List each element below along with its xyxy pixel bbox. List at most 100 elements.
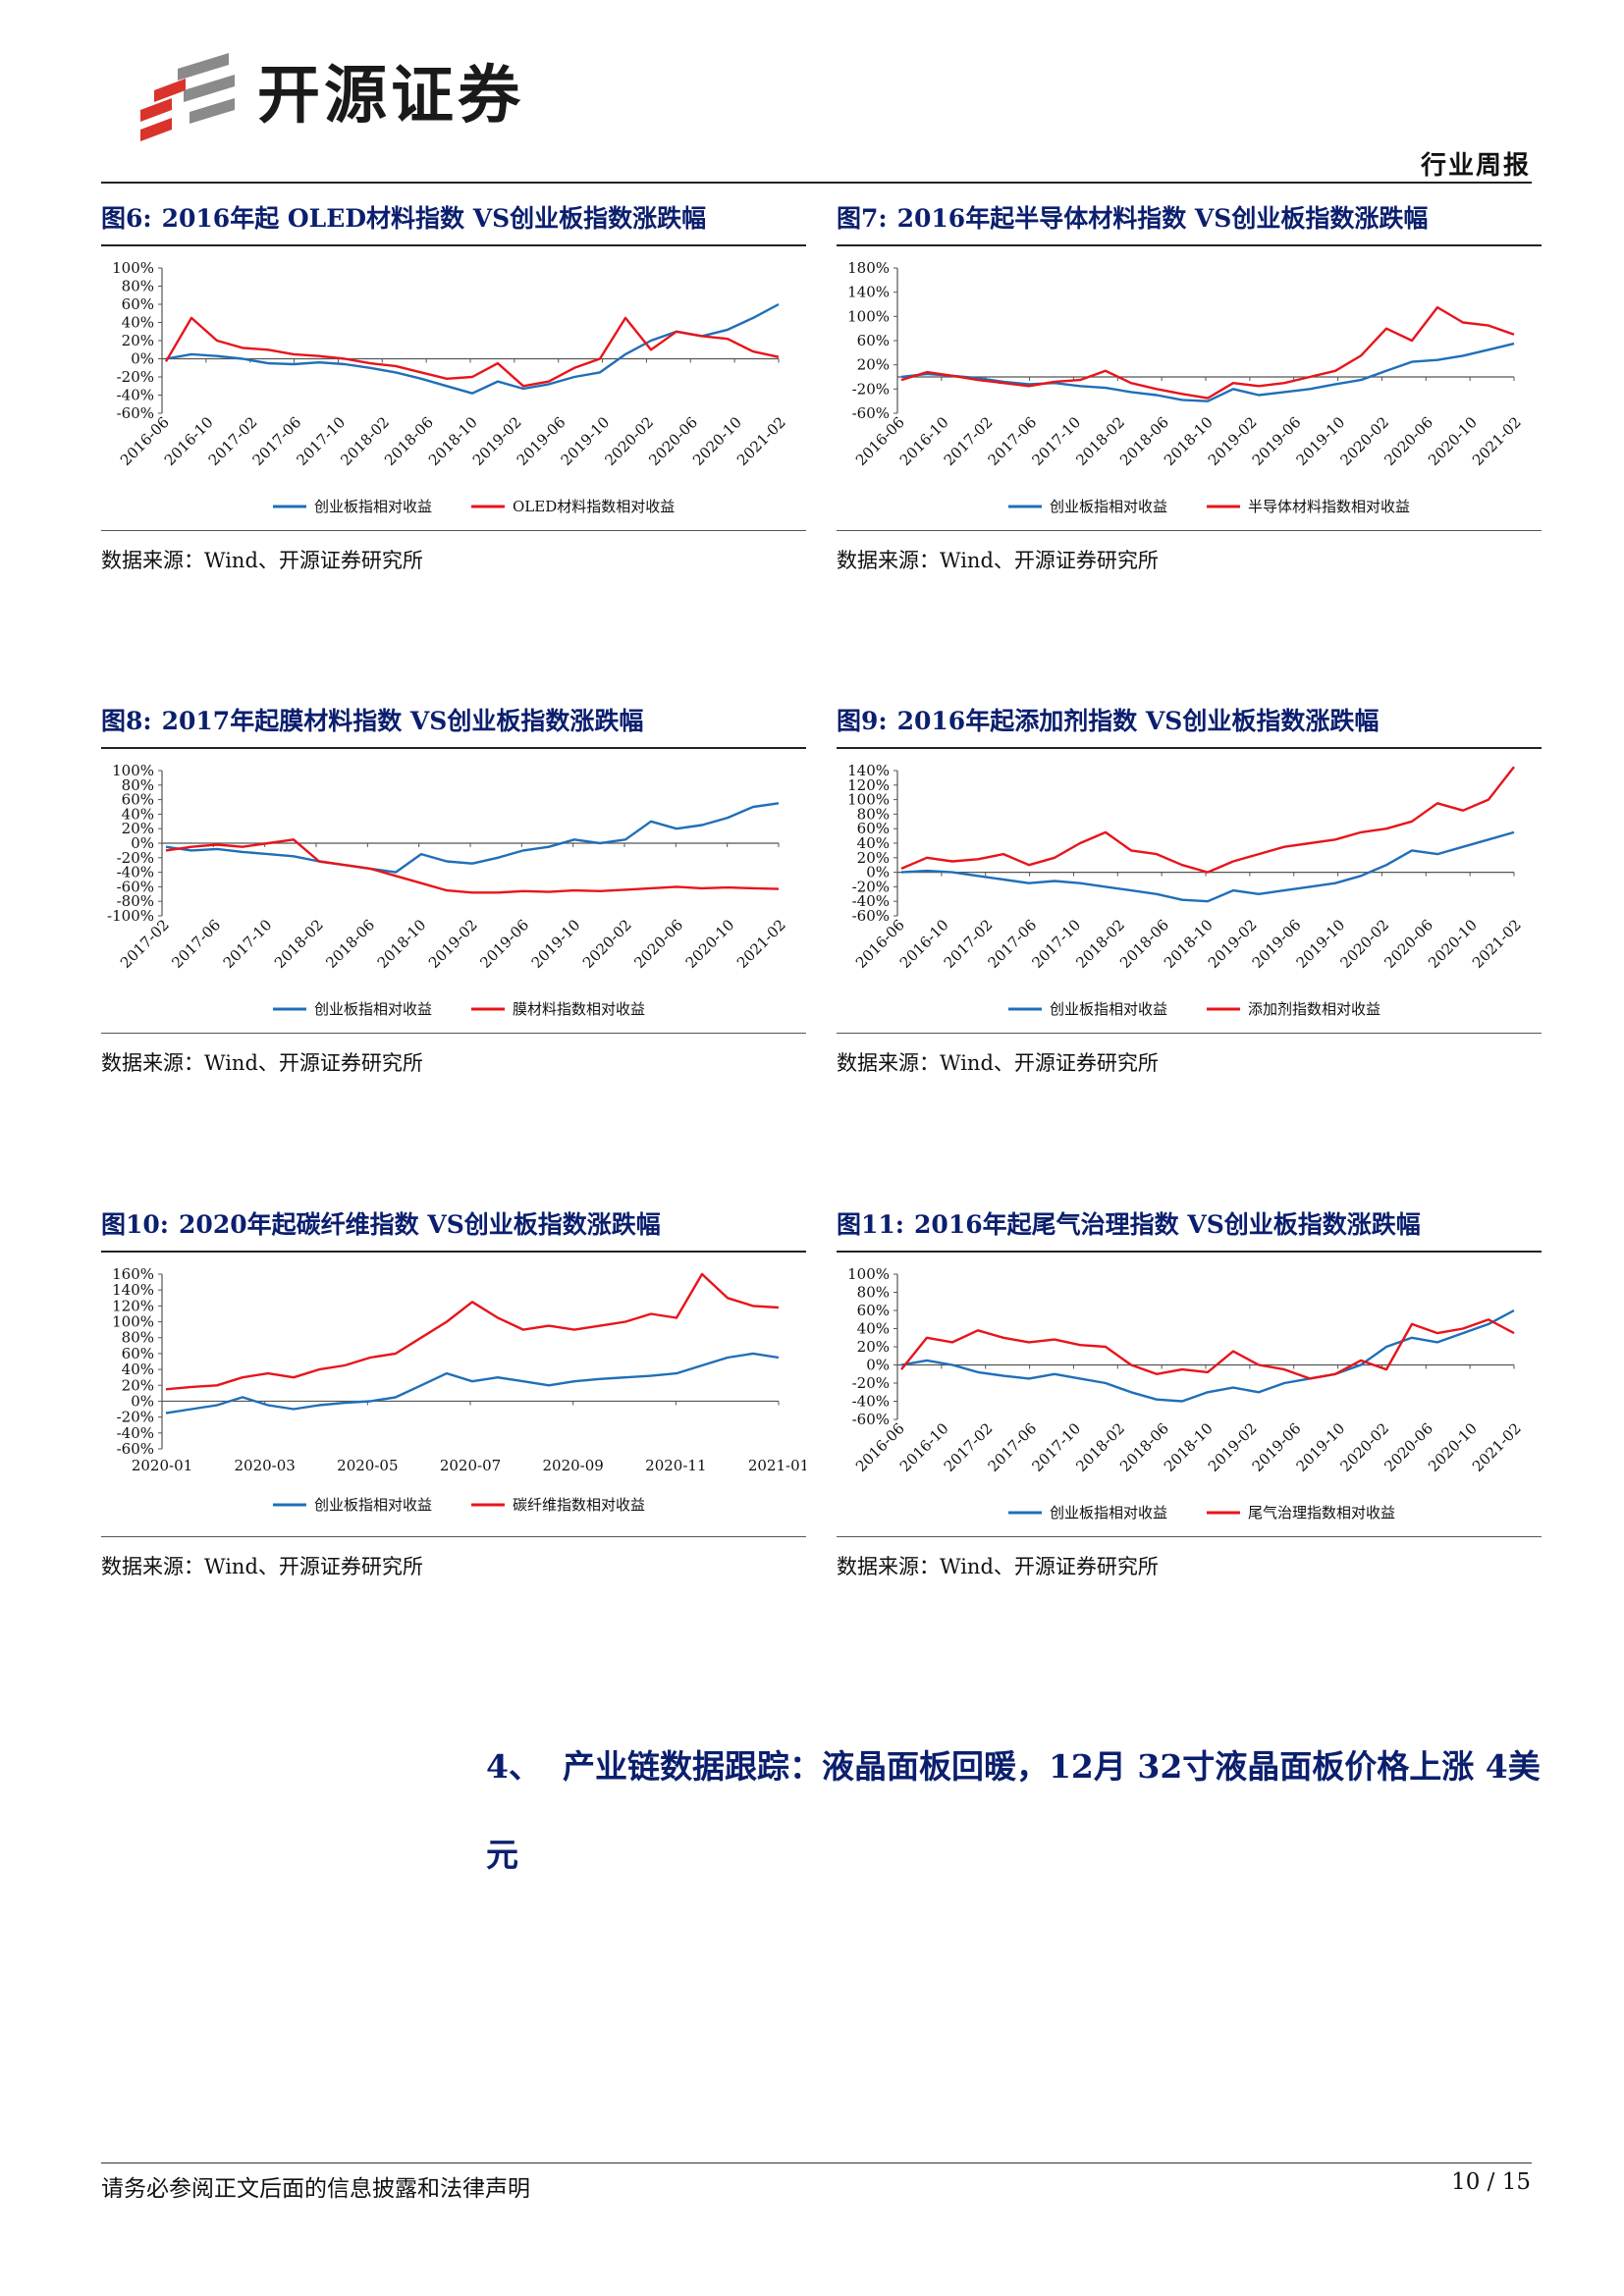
- y-tick-label: 20%: [857, 1338, 890, 1356]
- y-tick-label: 140%: [112, 1281, 154, 1299]
- y-tick-label: 120%: [847, 776, 890, 794]
- report-type-label: 行业周报: [1420, 151, 1531, 181]
- figure-title-text: 2020年起碳纤维指数 VS创业板指数涨跌幅: [179, 1210, 661, 1239]
- page-number: 10 / 15: [1451, 2169, 1531, 2195]
- figure-bottom-rule: [837, 1033, 1542, 1034]
- series-line-1: [900, 1308, 1515, 1403]
- legend-label-1: 创业板指相对收益: [1050, 1504, 1167, 1522]
- y-tick-label: -40%: [852, 892, 890, 910]
- x-tick-label: 2017-10: [220, 916, 276, 972]
- y-tick-label: 40%: [122, 1361, 154, 1378]
- y-tick-label: 0%: [131, 1392, 154, 1410]
- figure-title-text: 2016年起半导体材料指数 VS创业板指数涨跌幅: [896, 204, 1429, 233]
- series-line-2: [900, 766, 1515, 874]
- x-tick-label: 2021-02: [733, 916, 789, 972]
- y-tick-label: -20%: [117, 1409, 154, 1426]
- line-chart: 100%80%60%40%20%0%-20%-40%-60%-80%-100% 2…: [107, 762, 789, 1018]
- line-chart: 160%140%120%100%80%60%40%20%0%-20%-40%-6…: [112, 1265, 806, 1514]
- y-tick-label: 80%: [122, 278, 154, 295]
- y-tick-label: 0%: [131, 834, 154, 852]
- y-tick-label: 60%: [122, 1345, 154, 1362]
- series-line-2: [164, 316, 780, 388]
- line-chart: 140%120%100%80%60%40%20%0%-20%-40%-60% 20…: [847, 762, 1525, 1018]
- y-tick-label: -100%: [107, 907, 154, 925]
- legend-label-2: 膜材料指数相对收益: [513, 1000, 645, 1018]
- figure-source: 数据来源：Wind、开源证券研究所: [101, 1555, 423, 1578]
- y-tick-label: 100%: [112, 259, 154, 277]
- y-tick-label: -20%: [117, 849, 154, 867]
- y-tick-label: -40%: [117, 387, 154, 404]
- y-tick-label: 20%: [857, 849, 890, 867]
- y-tick-label: 60%: [857, 332, 890, 349]
- y-tick-label: 0%: [866, 864, 890, 881]
- x-tick-label: 2021-02: [1469, 1419, 1525, 1475]
- x-tick-label: 2020-11: [645, 1457, 706, 1474]
- series-line-2: [900, 1318, 1515, 1380]
- figure-label: 图8:: [101, 707, 152, 735]
- y-tick-label: 120%: [112, 1297, 154, 1314]
- y-tick-label: 100%: [112, 762, 154, 779]
- line-chart: 180%140%100%60%20%-20%-60%2016-062016-10…: [847, 259, 1525, 515]
- figure-label: 图9:: [837, 707, 888, 735]
- legend-label-2: 添加剂指数相对收益: [1248, 1000, 1380, 1018]
- x-tick-label: 2018-06: [322, 916, 378, 972]
- y-tick-label: 80%: [122, 776, 154, 794]
- figure-title-text: 2016年起添加剂指数 VS创业板指数涨跌幅: [896, 707, 1380, 735]
- y-tick-label: -60%: [117, 404, 154, 422]
- figure-label: 图11:: [837, 1210, 905, 1239]
- legend-label-1: 创业板指相对收益: [314, 1496, 432, 1514]
- y-tick-label: 100%: [112, 1313, 154, 1331]
- figure-title: 图6: 2016年起 OLED材料指数 VS创业板指数涨跌幅: [101, 201, 806, 240]
- y-tick-label: 60%: [122, 791, 154, 809]
- figure-title-text: 2017年起膜材料指数 VS创业板指数涨跌幅: [161, 707, 644, 735]
- company-logo: [140, 53, 235, 141]
- figure-title-text: 2016年起尾气治理指数 VS创业板指数涨跌幅: [914, 1210, 1421, 1239]
- x-tick-label: 2020-03: [234, 1457, 295, 1474]
- figure-bottom-rule: [101, 1033, 806, 1034]
- y-tick-label: 20%: [122, 820, 154, 837]
- x-tick-label: 2021-02: [733, 413, 789, 469]
- x-tick-label: 2020-07: [440, 1457, 501, 1474]
- x-tick-label: 2020-01: [132, 1457, 192, 1474]
- figure-source: 数据来源：Wind、开源证券研究所: [837, 1555, 1159, 1578]
- legend-label-2: 碳纤维指数相对收益: [513, 1496, 645, 1514]
- y-tick-label: 20%: [857, 356, 890, 374]
- y-tick-label: -20%: [852, 878, 890, 895]
- company-name: 开源证券: [257, 60, 524, 133]
- section-heading-text: 产业链数据跟踪：液晶面板回暖，12月 32寸液晶面板价格上涨 4美元: [486, 1747, 1541, 1874]
- x-tick-label: 2021-01: [748, 1457, 806, 1474]
- legend-label-1: 创业板指相对收益: [1050, 498, 1167, 515]
- line-chart: 100%80%60%40%20%0%-20%-40%-60%2016-06201…: [112, 259, 789, 515]
- legend-label-2: OLED材料指数相对收益: [513, 498, 675, 515]
- y-tick-label: 80%: [122, 1329, 154, 1347]
- figure-title-text: 2016年起 OLED材料指数 VS创业板指数涨跌幅: [161, 204, 707, 233]
- figure-bottom-rule: [837, 530, 1542, 531]
- series-line-1: [900, 342, 1515, 402]
- figure-bottom-rule: [837, 1536, 1542, 1537]
- y-tick-label: -60%: [852, 1411, 890, 1428]
- figure-top-rule: [837, 747, 1542, 749]
- y-tick-label: 40%: [857, 834, 890, 852]
- x-tick-label: 2018-10: [374, 916, 430, 972]
- y-tick-label: -60%: [852, 404, 890, 422]
- y-tick-label: -40%: [117, 864, 154, 881]
- y-tick-label: 60%: [857, 1302, 890, 1319]
- x-tick-label: 2021-02: [1469, 413, 1525, 469]
- y-tick-label: 80%: [857, 1284, 890, 1302]
- y-tick-label: 40%: [122, 805, 154, 823]
- series-line-2: [165, 1272, 780, 1391]
- figure-source: 数据来源：Wind、开源证券研究所: [101, 549, 423, 572]
- legend-label-1: 创业板指相对收益: [314, 1000, 432, 1018]
- figure-top-rule: [101, 244, 806, 246]
- figure-top-rule: [101, 1251, 806, 1253]
- y-tick-label: -60%: [117, 878, 154, 895]
- figure-source: 数据来源：Wind、开源证券研究所: [837, 1051, 1159, 1075]
- section-number: 4、: [486, 1747, 541, 1786]
- figure-top-rule: [837, 244, 1542, 246]
- y-tick-label: -40%: [117, 1424, 154, 1442]
- x-tick-label: 2019-06: [476, 916, 532, 972]
- x-tick-label: 2019-02: [425, 916, 481, 972]
- figure-label: 图10:: [101, 1210, 170, 1239]
- figure-label: 图7:: [837, 204, 888, 233]
- legend-label-2: 半导体材料指数相对收益: [1248, 498, 1410, 515]
